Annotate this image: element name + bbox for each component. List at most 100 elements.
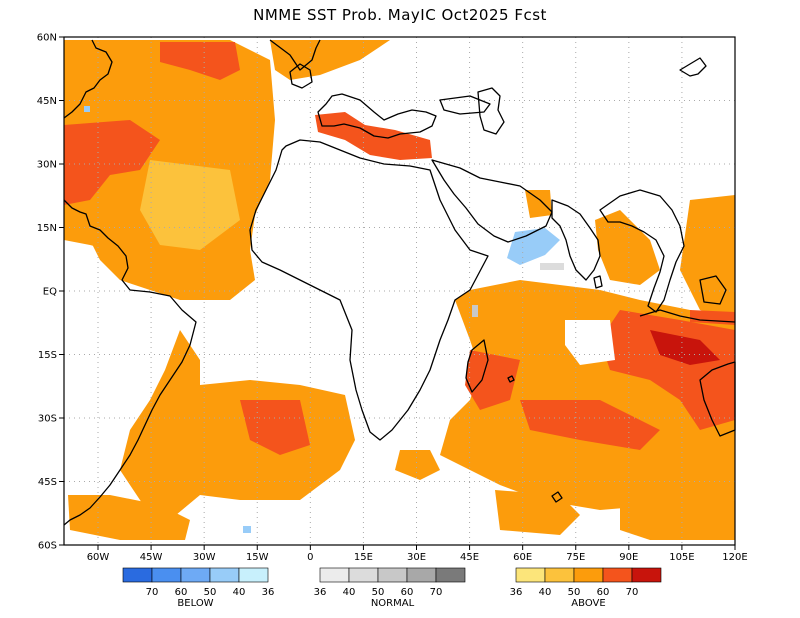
legend-swatch xyxy=(122,567,153,583)
lat-label: 15S xyxy=(38,350,57,361)
lon-label: 60W xyxy=(87,552,110,563)
legend-swatch xyxy=(544,567,575,583)
legend-tick-label: 36 xyxy=(314,587,327,598)
legend-tick-label: 50 xyxy=(204,587,217,598)
lat-label: 45N xyxy=(37,96,57,107)
lat-label: 30S xyxy=(38,414,57,425)
coast-north-america xyxy=(63,39,131,291)
lon-label: 45E xyxy=(460,552,479,563)
above-fill-bay-of-bengal xyxy=(595,210,660,285)
lon-label: 120E xyxy=(722,552,747,563)
coast-greenland xyxy=(269,39,321,71)
legend-swatch xyxy=(631,567,662,583)
legend-normal: 36 40 50 60 70 NORMAL xyxy=(314,567,466,609)
coast-southeast-asia xyxy=(599,189,685,313)
above-fill-indian-ocean-east xyxy=(600,310,735,430)
legend-category-label: NORMAL xyxy=(371,598,415,609)
lon-label: 60E xyxy=(513,552,532,563)
legend-tick-label: 50 xyxy=(372,587,385,598)
lon-label: 45W xyxy=(140,552,163,563)
normal-fill-equatorial-indian xyxy=(472,305,478,317)
lat-label: 45S xyxy=(38,477,57,488)
legend-tick-label: 40 xyxy=(343,587,356,598)
above-fill-indian-ocean-west xyxy=(465,350,520,410)
legend-tick-label: 50 xyxy=(568,587,581,598)
legend-tick-label: 36 xyxy=(510,587,523,598)
white-gap-central-indian xyxy=(565,320,615,365)
above-fill-indian-ocean-south xyxy=(520,400,660,450)
legend-tick-label: 60 xyxy=(401,587,414,598)
legend-swatch xyxy=(180,567,211,583)
legend-tick-label: 70 xyxy=(146,587,159,598)
lat-label: 30N xyxy=(37,160,57,171)
legend-tick-label: 60 xyxy=(597,587,610,598)
lat-label: 60S xyxy=(38,541,57,552)
coast-europe xyxy=(317,93,437,139)
latitude-labels: 60N 45N 30N 15N EQ 15S 30S 45S 60S xyxy=(37,33,64,552)
coast-caspian-sea xyxy=(477,87,505,135)
legend-swatch xyxy=(435,567,466,583)
legend-swatch xyxy=(602,567,633,583)
legend-swatch xyxy=(406,567,437,583)
legend-swatch xyxy=(209,567,240,583)
longitude-labels: 60W 45W 30W 15W 0 15E 30E 45E 60E 75E 90E 105E 120E xyxy=(87,545,748,563)
legend-below: 70 60 50 40 36 BELOW xyxy=(122,567,275,609)
coast-africa xyxy=(249,139,489,441)
normal-fill-arabian-sea xyxy=(540,263,564,270)
coast-indonesia xyxy=(639,275,736,323)
below-fill-south-atlantic xyxy=(243,526,251,533)
above-fill-south-atlantic-core xyxy=(240,400,310,455)
lon-label: 105E xyxy=(669,552,694,563)
above-fill-south-china-sea xyxy=(680,195,735,320)
graticule xyxy=(64,37,735,545)
coast-mauritius xyxy=(507,375,515,383)
legend-swatch xyxy=(377,567,408,583)
legend-swatch xyxy=(573,567,604,583)
legend-tick-label: 40 xyxy=(233,587,246,598)
legend-swatch xyxy=(151,567,182,583)
coast-black-sea xyxy=(439,95,491,115)
lat-label: 60N xyxy=(37,33,57,44)
above-fill-agulhas xyxy=(395,450,440,480)
above-fill-red-sea xyxy=(525,190,552,218)
lon-label: 15W xyxy=(246,552,269,563)
above-fill-north-atlantic-east xyxy=(270,40,390,80)
legend-swatch xyxy=(319,567,350,583)
lon-label: 15E xyxy=(354,552,373,563)
above-fill-southern-indian-east xyxy=(620,500,735,540)
coast-sri-lanka xyxy=(593,275,603,289)
coast-kerguelen xyxy=(551,491,563,503)
legend-tick-label: 60 xyxy=(175,587,188,598)
coast-british-isles xyxy=(289,63,313,89)
lat-label: 15N xyxy=(37,223,57,234)
legend-tick-label: 70 xyxy=(430,587,443,598)
legend-swatch xyxy=(348,567,379,583)
map-title: NMME SST Prob. MayIC Oct2025 Fcst xyxy=(253,6,547,24)
coast-south-america xyxy=(63,289,197,526)
legend-tick-label: 36 xyxy=(262,587,275,598)
above-fill-south-atlantic xyxy=(120,330,355,520)
coast-madagascar xyxy=(465,339,489,393)
below-fill-arabian-sea xyxy=(507,228,560,265)
legend-category-label: BELOW xyxy=(177,598,213,609)
legend-swatch xyxy=(515,567,546,583)
lon-label: 0 xyxy=(307,552,313,563)
above-fill-southern-indian xyxy=(495,490,580,535)
probability-fill-layer xyxy=(64,40,735,540)
lon-label: 30W xyxy=(193,552,216,563)
below-fill-north-atlantic xyxy=(84,106,90,112)
coast-india xyxy=(551,199,601,281)
legend-tick-label: 70 xyxy=(626,587,639,598)
lat-label: EQ xyxy=(43,287,57,298)
coast-arabia xyxy=(431,159,553,243)
legend-category-label: ABOVE xyxy=(571,598,605,609)
legend-tick-label: 40 xyxy=(539,587,552,598)
above-fill-deep-east xyxy=(650,330,720,365)
lon-label: 30E xyxy=(407,552,426,563)
coast-japan xyxy=(679,57,707,77)
lon-label: 75E xyxy=(566,552,585,563)
above-fill-south-atlantic-far xyxy=(68,495,190,540)
legend-above: 36 40 50 60 70 ABOVE xyxy=(510,567,662,609)
